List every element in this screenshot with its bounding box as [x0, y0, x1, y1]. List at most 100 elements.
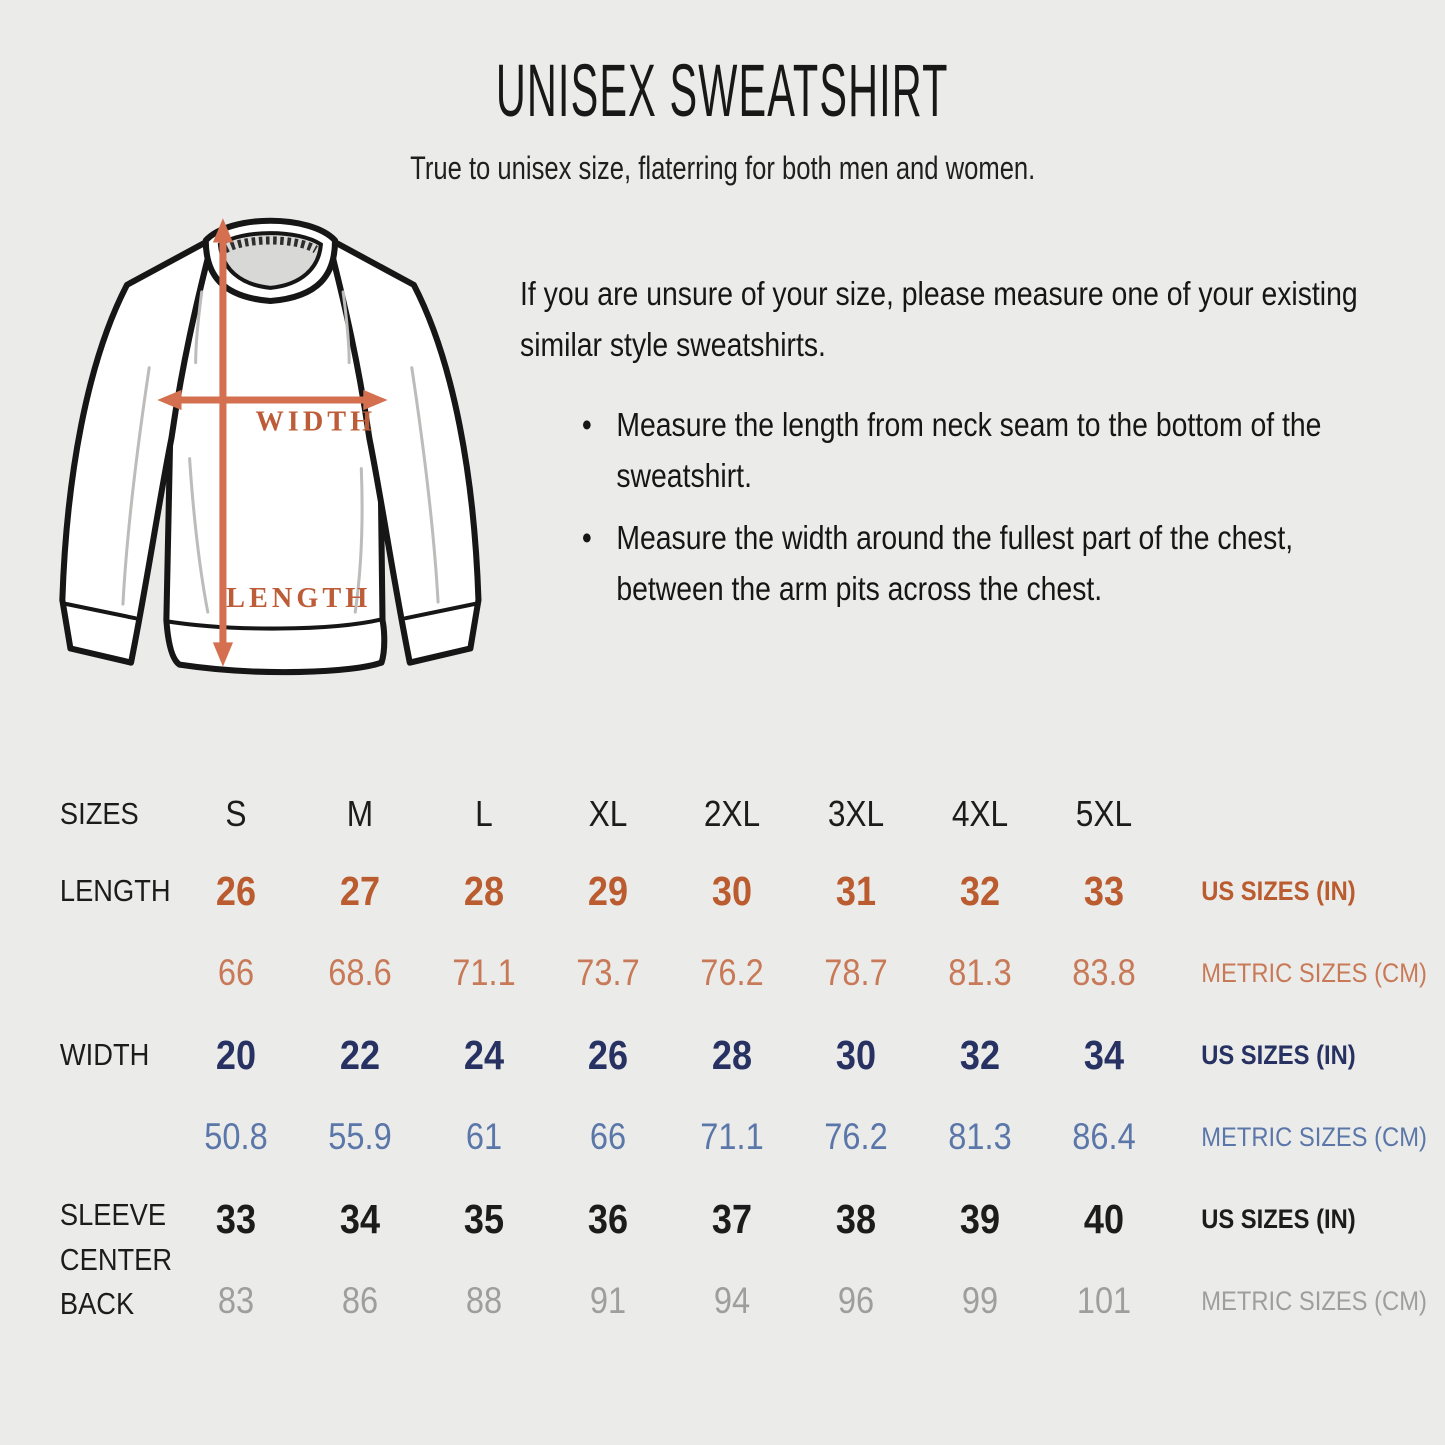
- collar-stitching: [222, 236, 318, 254]
- length-us-value: 27: [339, 867, 381, 914]
- sleeve-us-value: 35: [463, 1195, 505, 1242]
- length-us-value: 29: [587, 867, 629, 914]
- page-title: UNISEX SWEATSHIRT: [496, 49, 949, 132]
- size-col-header: 3XL: [827, 793, 885, 834]
- length-metric-value: 81.3: [948, 952, 1012, 993]
- us-unit-label: US SIZES (IN): [1201, 875, 1356, 906]
- size-col-header: 4XL: [951, 793, 1009, 834]
- right-sleeve: [324, 235, 482, 666]
- size-col-header: S: [225, 793, 247, 834]
- sleeve-us-value: 37: [711, 1195, 753, 1242]
- sleeve-us-value: 38: [835, 1195, 877, 1242]
- width-us-value: 30: [835, 1031, 877, 1078]
- fold-line: [121, 366, 151, 606]
- metric-unit-label: METRIC SIZES (CM): [1201, 1121, 1427, 1152]
- sleeve-metric-value: 88: [465, 1280, 503, 1321]
- sleeve-metric-value: 94: [713, 1280, 751, 1321]
- length-us-value: 30: [711, 867, 753, 914]
- sleeve-us-value: 40: [1083, 1195, 1125, 1242]
- fold-line: [353, 467, 364, 614]
- sleeve-metric-value: 83: [217, 1280, 255, 1321]
- width-metric-value: 86.4: [1072, 1116, 1136, 1157]
- length-metric-value: 68.6: [328, 952, 392, 993]
- fold-line: [341, 290, 351, 365]
- instruction-text: Measure the width around the fullest par…: [616, 518, 1294, 608]
- list-item: • Measure the width around the fullest p…: [520, 512, 1322, 615]
- width-metric-value: 76.2: [824, 1116, 888, 1157]
- sweatshirt-illustration: WIDTH LENGTH: [59, 217, 482, 676]
- list-item: • Measure the length from neck seam to t…: [520, 399, 1322, 502]
- sleeve-us-value: 39: [959, 1195, 1001, 1242]
- left-cuff-seam: [64, 602, 138, 621]
- size-chart-table: SIZES S M L XL 2XL 3XL 4XL 5XL LENGTH 26…: [30, 778, 1427, 1342]
- width-us-value: 26: [587, 1031, 629, 1078]
- width-metric-value: 71.1: [700, 1116, 764, 1157]
- width-us-value: 24: [463, 1031, 505, 1078]
- width-metric-value: 61: [465, 1116, 503, 1157]
- width-us-value: 32: [959, 1031, 1001, 1078]
- length-arrow: [212, 218, 234, 667]
- length-metric-value: 73.7: [576, 952, 640, 993]
- instructions-intro: If you are unsure of your size, please m…: [520, 275, 1358, 364]
- metric-unit-label: METRIC SIZES (CM): [1201, 1285, 1427, 1316]
- sleeve-us-value: 36: [587, 1195, 629, 1242]
- sizes-header: SIZES: [59, 796, 139, 831]
- sleeve-metric-value: 86: [341, 1280, 379, 1321]
- page-header: UNISEX SWEATSHIRT: [0, 48, 1445, 133]
- length-metric-value: 66: [217, 952, 255, 993]
- sweatshirt-diagram: WIDTH LENGTH: [28, 196, 533, 701]
- spacer-cell: [30, 1096, 157, 1178]
- length-us-value: 32: [959, 867, 1001, 914]
- us-unit-label: US SIZES (IN): [1201, 1203, 1356, 1234]
- size-col-header: 2XL: [703, 793, 761, 834]
- length-metric-value: 78.7: [824, 952, 888, 993]
- bullet-icon: •: [581, 405, 592, 443]
- row-label-width: WIDTH: [59, 1036, 150, 1072]
- instruction-text: Measure the length from neck seam to the…: [616, 405, 1322, 495]
- width-metric-value: 81.3: [948, 1116, 1012, 1157]
- fold-line: [194, 290, 204, 365]
- size-col-header: M: [346, 793, 374, 834]
- length-us-value: 31: [835, 867, 877, 914]
- sleeve-label-line: SLEEVE: [59, 1196, 167, 1232]
- sleeve-metric-value: 99: [961, 1280, 999, 1321]
- row-label-length: LENGTH: [59, 872, 171, 908]
- right-cuff-seam: [403, 602, 477, 621]
- length-us-value: 33: [1083, 867, 1125, 914]
- fold-line: [188, 457, 210, 614]
- sleeve-us-value: 33: [215, 1195, 257, 1242]
- length-metric-value: 83.8: [1072, 952, 1136, 993]
- width-us-value: 28: [711, 1031, 753, 1078]
- instructions-list: • Measure the length from neck seam to t…: [520, 399, 1389, 615]
- metric-unit-label: METRIC SIZES (CM): [1201, 957, 1427, 988]
- size-col-header: 5XL: [1075, 793, 1133, 834]
- width-label: WIDTH: [255, 406, 376, 437]
- length-us-value: 28: [463, 867, 505, 914]
- collar-inner: [217, 231, 324, 290]
- sleeve-metric-value: 96: [837, 1280, 875, 1321]
- sleeve-us-value: 34: [339, 1195, 381, 1242]
- spacer-cell: [1181, 778, 1405, 850]
- sleeve-label-line: CENTER: [59, 1241, 173, 1277]
- length-label: LENGTH: [226, 583, 371, 614]
- width-us-value: 22: [339, 1031, 381, 1078]
- us-unit-label: US SIZES (IN): [1201, 1039, 1356, 1070]
- page-subtitle: True to unisex size, flaterring for both…: [409, 150, 1036, 186]
- row-label-sleeve-center-back: SLEEVE CENTER BACK: [30, 1178, 172, 1342]
- size-col-header: XL: [588, 793, 628, 834]
- page-subheader: True to unisex size, flaterring for both…: [0, 150, 1445, 187]
- fold-line: [410, 366, 440, 604]
- length-us-value: 26: [215, 867, 257, 914]
- width-metric-value: 50.8: [204, 1116, 268, 1157]
- length-metric-value: 76.2: [700, 952, 764, 993]
- sleeve-metric-value: 91: [589, 1280, 627, 1321]
- width-arrow: [157, 389, 388, 411]
- width-metric-value: 55.9: [328, 1116, 392, 1157]
- sleeve-label-line: BACK: [59, 1286, 135, 1322]
- measuring-instructions: If you are unsure of your size, please m…: [520, 268, 1389, 625]
- bullet-icon: •: [581, 518, 592, 556]
- spacer-cell: [30, 932, 157, 1014]
- hem-band-seam: [164, 617, 385, 631]
- sleeve-metric-value: 101: [1076, 1280, 1132, 1321]
- width-us-value: 34: [1083, 1031, 1125, 1078]
